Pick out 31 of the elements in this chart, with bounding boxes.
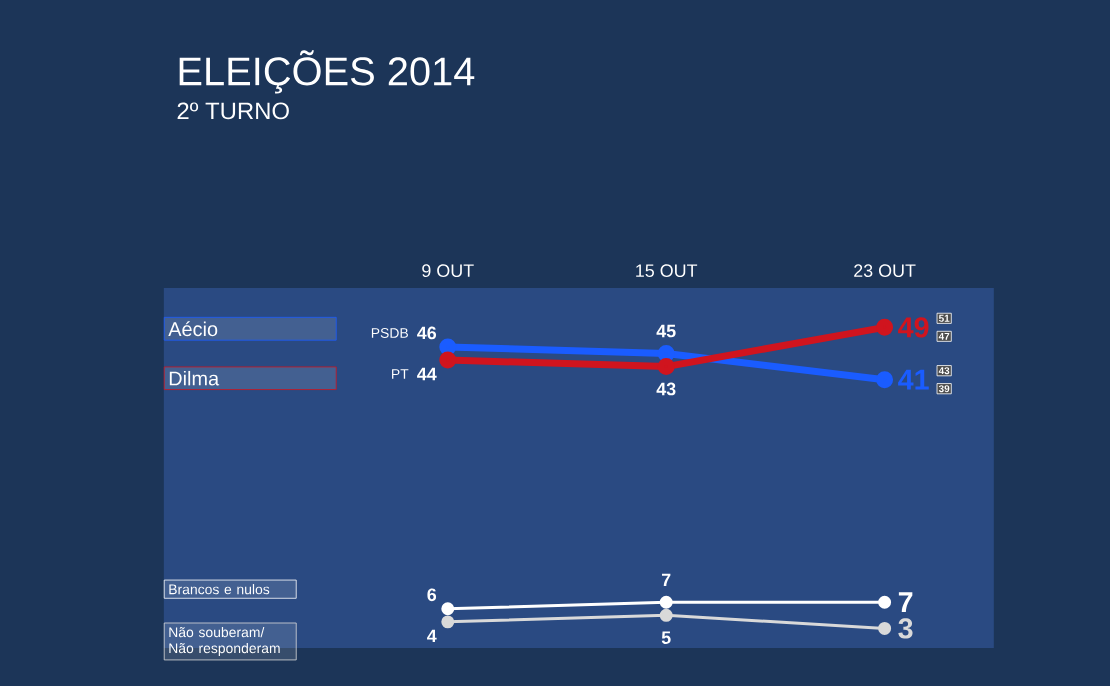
point	[441, 615, 455, 629]
x-tick-label: 23 OUT	[854, 264, 916, 278]
data-label: 45	[656, 324, 676, 338]
data-label: 4	[427, 629, 437, 643]
point	[659, 595, 673, 609]
text: Dilma	[169, 370, 220, 386]
point	[878, 595, 892, 609]
data-label: 5	[661, 631, 671, 644]
data-label: 7	[661, 573, 671, 586]
data-label: 43	[656, 382, 676, 396]
data-label: 7	[898, 592, 913, 613]
chart-subtitle: 2º TURNO	[177, 102, 289, 120]
point	[439, 338, 457, 356]
x-tick-label: 9 OUT	[422, 264, 474, 278]
data-label: 6	[427, 588, 437, 602]
data-label: 44	[417, 367, 437, 381]
point	[659, 608, 673, 622]
data-label: 41	[898, 369, 929, 390]
data-label: 3	[898, 618, 913, 639]
point	[878, 621, 892, 635]
data-label: 46	[417, 326, 437, 340]
point	[876, 318, 894, 336]
point	[657, 358, 675, 376]
point	[441, 602, 455, 616]
x-tick-label: 15 OUT	[636, 264, 698, 278]
point	[439, 351, 457, 369]
text: Aécio	[168, 321, 218, 337]
point	[657, 345, 675, 362]
chart-title: ELEIÇÕES 2014	[179, 50, 475, 94]
point	[876, 371, 894, 389]
data-label: 49	[898, 317, 929, 338]
